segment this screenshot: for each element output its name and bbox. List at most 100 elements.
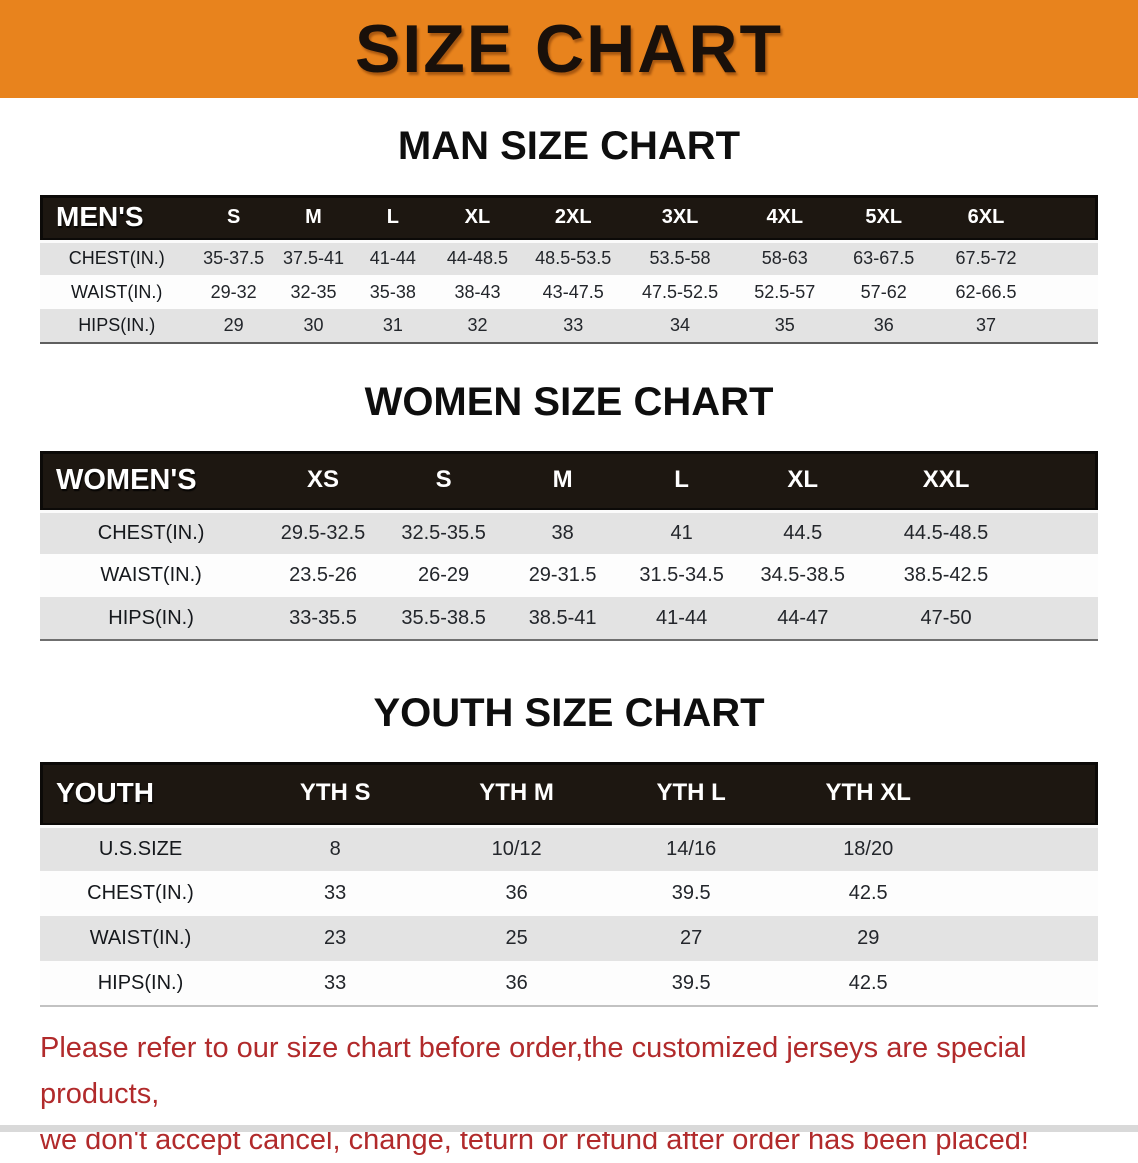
size-value-cell: 38.5-41 — [528, 606, 597, 629]
size-value-cell: 38.5-42.5 — [903, 564, 989, 586]
measurement-label: WAIST(IN.) — [100, 564, 202, 586]
youth-section-heading: YOUTH SIZE CHART — [373, 691, 765, 735]
size-column-header: M — [273, 195, 354, 243]
size-value-cell: 35.5-38.5 — [401, 606, 486, 629]
size-value-cell: 32 — [467, 315, 488, 335]
men-section-heading: MAN SIZE CHART — [397, 124, 741, 168]
measurement-row: HIPS(IN.) 29 30 31 32 33 34 35 36 37 — [40, 309, 1098, 343]
size-column-header: L — [353, 195, 433, 243]
size-value-cell: 29 — [223, 315, 244, 335]
page-title: SIZE CHART — [355, 11, 783, 87]
size-value-cell: 23 — [324, 927, 347, 949]
size-value-cell: 14/16 — [666, 837, 717, 860]
measurement-label: WAIST(IN.) — [71, 281, 163, 302]
size-value-cell: 41-44 — [656, 606, 708, 629]
table-header-row: MEN'S S M L XL 2XL 3XL 4XL 5XL 6XL — [40, 195, 1098, 243]
size-value-cell: 48.5-53.5 — [535, 248, 612, 269]
measurement-label: HIPS(IN.) — [97, 971, 184, 994]
size-value-cell: 41 — [670, 521, 693, 544]
table-header-row: WOMEN'S XS S M L XL XXL — [40, 451, 1098, 513]
size-value-cell: 34 — [670, 315, 691, 335]
women-section-heading: WOMEN SIZE CHART — [364, 380, 774, 424]
bottom-edge-strip — [0, 1125, 1138, 1132]
size-value-cell: 34.5-38.5 — [760, 564, 846, 586]
size-value-cell: 67.5-72 — [955, 248, 1017, 269]
size-value-cell: 33-35.5 — [289, 606, 357, 629]
size-column-header: 4XL — [736, 195, 834, 243]
women-size-section: WOMEN SIZE CHART WOMEN'S XS S M L XL XXL… — [0, 380, 1138, 641]
size-value-cell: 35-37.5 — [203, 248, 265, 269]
size-column-header: S — [193, 195, 274, 243]
size-value-cell: 38-43 — [454, 281, 501, 302]
size-value-cell: 53.5-58 — [649, 248, 711, 269]
main-title-banner: SIZE CHART — [0, 0, 1138, 98]
measurement-label: WAIST(IN.) — [89, 927, 192, 949]
size-column-header: YTH XL — [778, 762, 1098, 828]
measurement-row: U.S.SIZE 8 10/12 14/16 18/20 — [40, 826, 1098, 871]
size-value-cell: 42.5 — [848, 971, 888, 994]
size-value-cell: 8 — [329, 837, 341, 860]
disclaimer-text: Please refer to our size chart before or… — [40, 1025, 1100, 1163]
table-header-row: YOUTH YTH S YTH M YTH L YTH XL — [40, 762, 1098, 828]
size-value-cell: 26-29 — [418, 564, 470, 586]
youth-size-table: YOUTH YTH S YTH M YTH L YTH XL U.S.SIZE … — [40, 762, 1098, 1007]
size-value-cell: 18/20 — [843, 837, 894, 860]
size-value-cell: 44-47 — [777, 606, 829, 629]
men-size-section: MAN SIZE CHART MEN'S S M L XL 2XL 3XL 4X… — [0, 124, 1138, 344]
size-value-cell: 25 — [505, 927, 528, 949]
measurement-row: HIPS(IN.) 33 36 39.5 42.5 — [40, 961, 1098, 1006]
size-value-cell: 36 — [505, 882, 528, 904]
size-value-cell: 31 — [382, 315, 403, 335]
table-corner-label: MEN'S — [40, 195, 194, 243]
size-column-header: 5XL — [833, 195, 934, 243]
size-value-cell: 36 — [873, 315, 894, 335]
size-value-cell: 29-31.5 — [528, 564, 597, 586]
size-value-cell: 27 — [680, 927, 703, 949]
size-column-header: M — [503, 451, 622, 513]
size-value-cell: 35-38 — [369, 281, 416, 302]
size-value-cell: 33 — [324, 882, 347, 904]
size-value-cell: 44.5 — [783, 521, 823, 544]
size-value-cell: 32.5-35.5 — [401, 521, 486, 544]
size-column-header: XS — [262, 451, 384, 513]
size-value-cell: 47-50 — [920, 606, 972, 629]
measurement-row: WAIST(IN.) 23 25 27 29 — [40, 916, 1098, 961]
size-value-cell: 39.5 — [671, 882, 711, 904]
measurement-row: HIPS(IN.) 33-35.5 35.5-38.5 38.5-41 41-4… — [40, 597, 1098, 640]
size-column-header: YTH S — [241, 762, 430, 828]
measurement-row: CHEST(IN.) 29.5-32.5 32.5-35.5 38 41 44.… — [40, 511, 1098, 554]
size-value-cell: 37 — [975, 315, 996, 335]
measurement-label: U.S.SIZE — [98, 837, 183, 860]
size-value-cell: 44.5-48.5 — [903, 521, 989, 544]
measurement-row: CHEST(IN.) 33 36 39.5 42.5 — [40, 871, 1098, 916]
size-value-cell: 32-35 — [290, 281, 337, 302]
size-column-header: S — [383, 451, 504, 513]
size-value-cell: 58-63 — [761, 248, 808, 269]
size-value-cell: 52.5-57 — [754, 281, 816, 302]
size-column-header: YTH L — [603, 762, 779, 828]
size-value-cell: 29.5-32.5 — [280, 521, 366, 544]
size-value-cell: 35 — [774, 315, 795, 335]
size-value-cell: 10/12 — [491, 837, 542, 860]
size-value-cell: 33 — [563, 315, 584, 335]
size-value-cell: 41-44 — [369, 248, 416, 269]
size-column-header: 3XL — [623, 195, 737, 243]
size-column-header: XL — [432, 195, 523, 243]
size-value-cell: 57-62 — [860, 281, 907, 302]
size-value-cell: 44-48.5 — [446, 248, 508, 269]
size-column-header: 2XL — [522, 195, 624, 243]
women-size-table: WOMEN'S XS S M L XL XXL CHEST(IN.) 29.5-… — [40, 451, 1098, 641]
measurement-row: WAIST(IN.) 29-32 32-35 35-38 38-43 43-47… — [40, 275, 1098, 309]
size-column-header: XXL — [864, 451, 1098, 513]
size-value-cell: 62-66.5 — [955, 281, 1017, 302]
size-value-cell: 42.5 — [848, 882, 888, 904]
measurement-row: WAIST(IN.) 23.5-26 26-29 29-31.5 31.5-34… — [40, 554, 1098, 597]
size-value-cell: 47.5-52.5 — [642, 281, 719, 302]
size-value-cell: 33 — [324, 971, 347, 994]
table-corner-label: YOUTH — [40, 762, 242, 828]
size-value-cell: 36 — [505, 971, 528, 994]
size-column-header: XL — [741, 451, 865, 513]
size-value-cell: 30 — [303, 315, 324, 335]
size-value-cell: 43-47.5 — [542, 281, 604, 302]
table-corner-label: WOMEN'S — [40, 451, 263, 513]
